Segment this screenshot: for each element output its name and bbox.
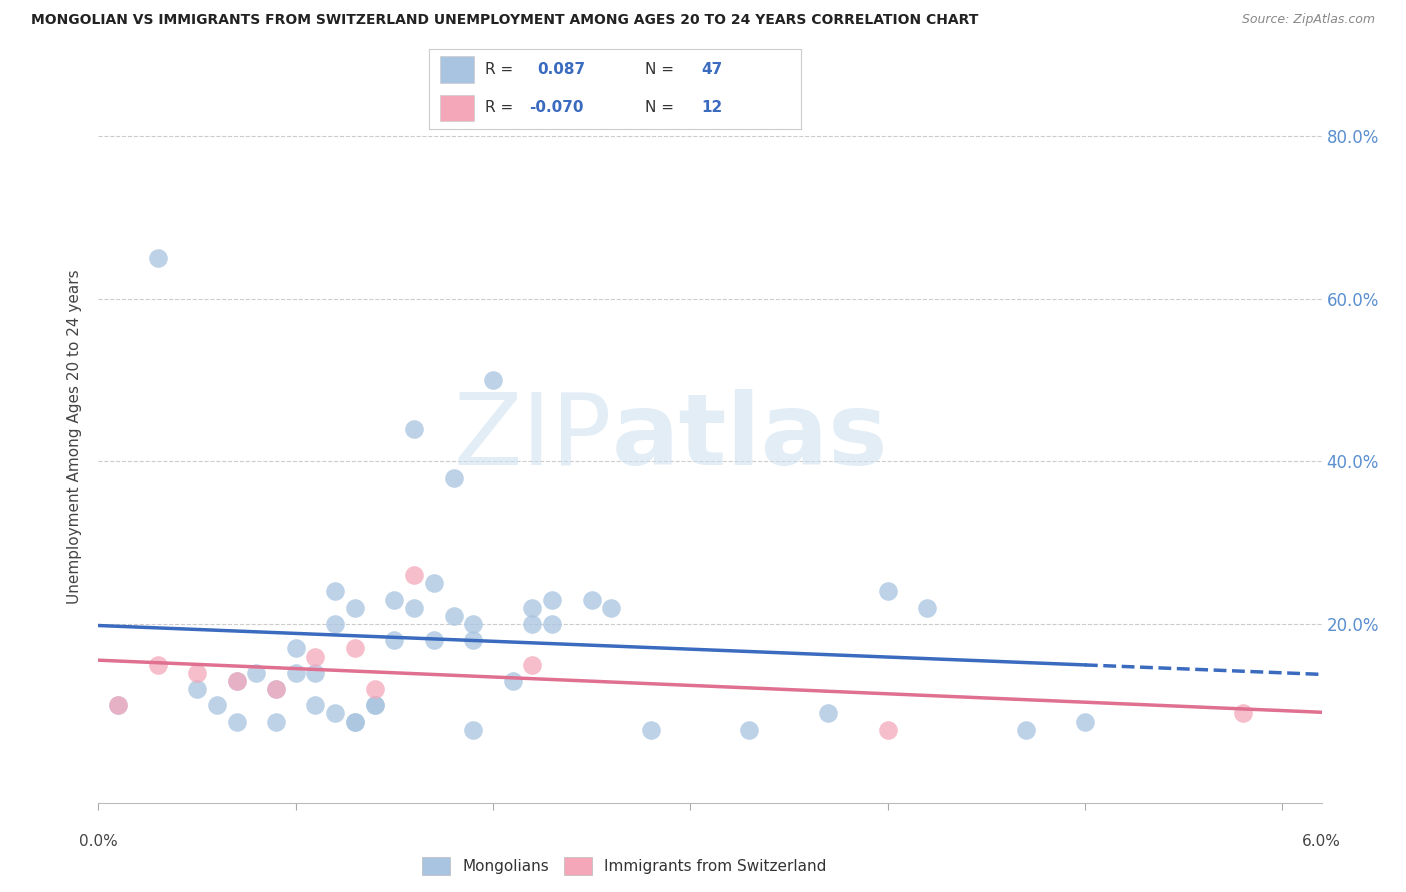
Text: ZIP: ZIP [454, 389, 612, 485]
Point [1074, 714, 1097, 729]
Point [463, 723, 485, 737]
Point [264, 714, 287, 729]
Point [463, 633, 485, 648]
Point [522, 600, 544, 615]
Point [423, 633, 446, 648]
Point [363, 698, 385, 713]
Point [343, 714, 366, 729]
Point [107, 698, 129, 713]
Point [522, 617, 544, 632]
Point [363, 681, 385, 696]
Point [404, 568, 426, 582]
Text: 0.087: 0.087 [537, 62, 585, 77]
Point [146, 657, 169, 672]
Point [404, 422, 426, 436]
Point [107, 698, 129, 713]
Point [817, 706, 839, 721]
Point [363, 698, 385, 713]
Point [225, 714, 247, 729]
Point [225, 673, 247, 688]
Point [541, 617, 564, 632]
Point [423, 576, 446, 591]
Point [738, 723, 761, 737]
Point [382, 633, 405, 648]
Point [343, 641, 366, 656]
Point [205, 698, 228, 713]
Point [876, 723, 898, 737]
Point [1015, 723, 1038, 737]
Point [443, 471, 465, 485]
Point [343, 714, 366, 729]
FancyBboxPatch shape [440, 95, 474, 121]
Point [343, 600, 366, 615]
Point [245, 665, 267, 680]
Point [146, 252, 169, 266]
Point [323, 706, 346, 721]
Text: 0.0%: 0.0% [79, 834, 118, 849]
Text: atlas: atlas [612, 389, 889, 485]
Point [284, 665, 307, 680]
Text: Source: ZipAtlas.com: Source: ZipAtlas.com [1241, 13, 1375, 27]
Point [581, 592, 603, 607]
Text: 6.0%: 6.0% [1302, 834, 1341, 849]
Text: -0.070: -0.070 [530, 100, 583, 115]
Point [264, 681, 287, 696]
Point [1232, 706, 1254, 721]
FancyBboxPatch shape [440, 56, 474, 83]
Point [482, 373, 505, 387]
Point [915, 600, 938, 615]
Point [304, 698, 326, 713]
Point [522, 657, 544, 672]
Y-axis label: Unemployment Among Ages 20 to 24 years: Unemployment Among Ages 20 to 24 years [67, 269, 83, 605]
Text: R =: R = [485, 100, 513, 115]
Text: N =: N = [645, 62, 673, 77]
Text: 47: 47 [700, 62, 723, 77]
Text: MONGOLIAN VS IMMIGRANTS FROM SWITZERLAND UNEMPLOYMENT AMONG AGES 20 TO 24 YEARS : MONGOLIAN VS IMMIGRANTS FROM SWITZERLAND… [31, 13, 979, 28]
Point [404, 600, 426, 615]
Point [304, 649, 326, 664]
Point [876, 584, 898, 599]
Text: R =: R = [485, 62, 513, 77]
Point [186, 665, 208, 680]
Point [463, 617, 485, 632]
Legend: Mongolians, Immigrants from Switzerland: Mongolians, Immigrants from Switzerland [418, 853, 831, 880]
Point [284, 641, 307, 656]
Point [502, 673, 524, 688]
Point [264, 681, 287, 696]
Point [186, 681, 208, 696]
Point [443, 608, 465, 623]
Point [640, 723, 662, 737]
Text: N =: N = [645, 100, 673, 115]
Point [600, 600, 623, 615]
Point [323, 584, 346, 599]
Point [382, 592, 405, 607]
Point [541, 592, 564, 607]
Point [323, 617, 346, 632]
Text: 12: 12 [700, 100, 723, 115]
Point [304, 665, 326, 680]
Point [225, 673, 247, 688]
